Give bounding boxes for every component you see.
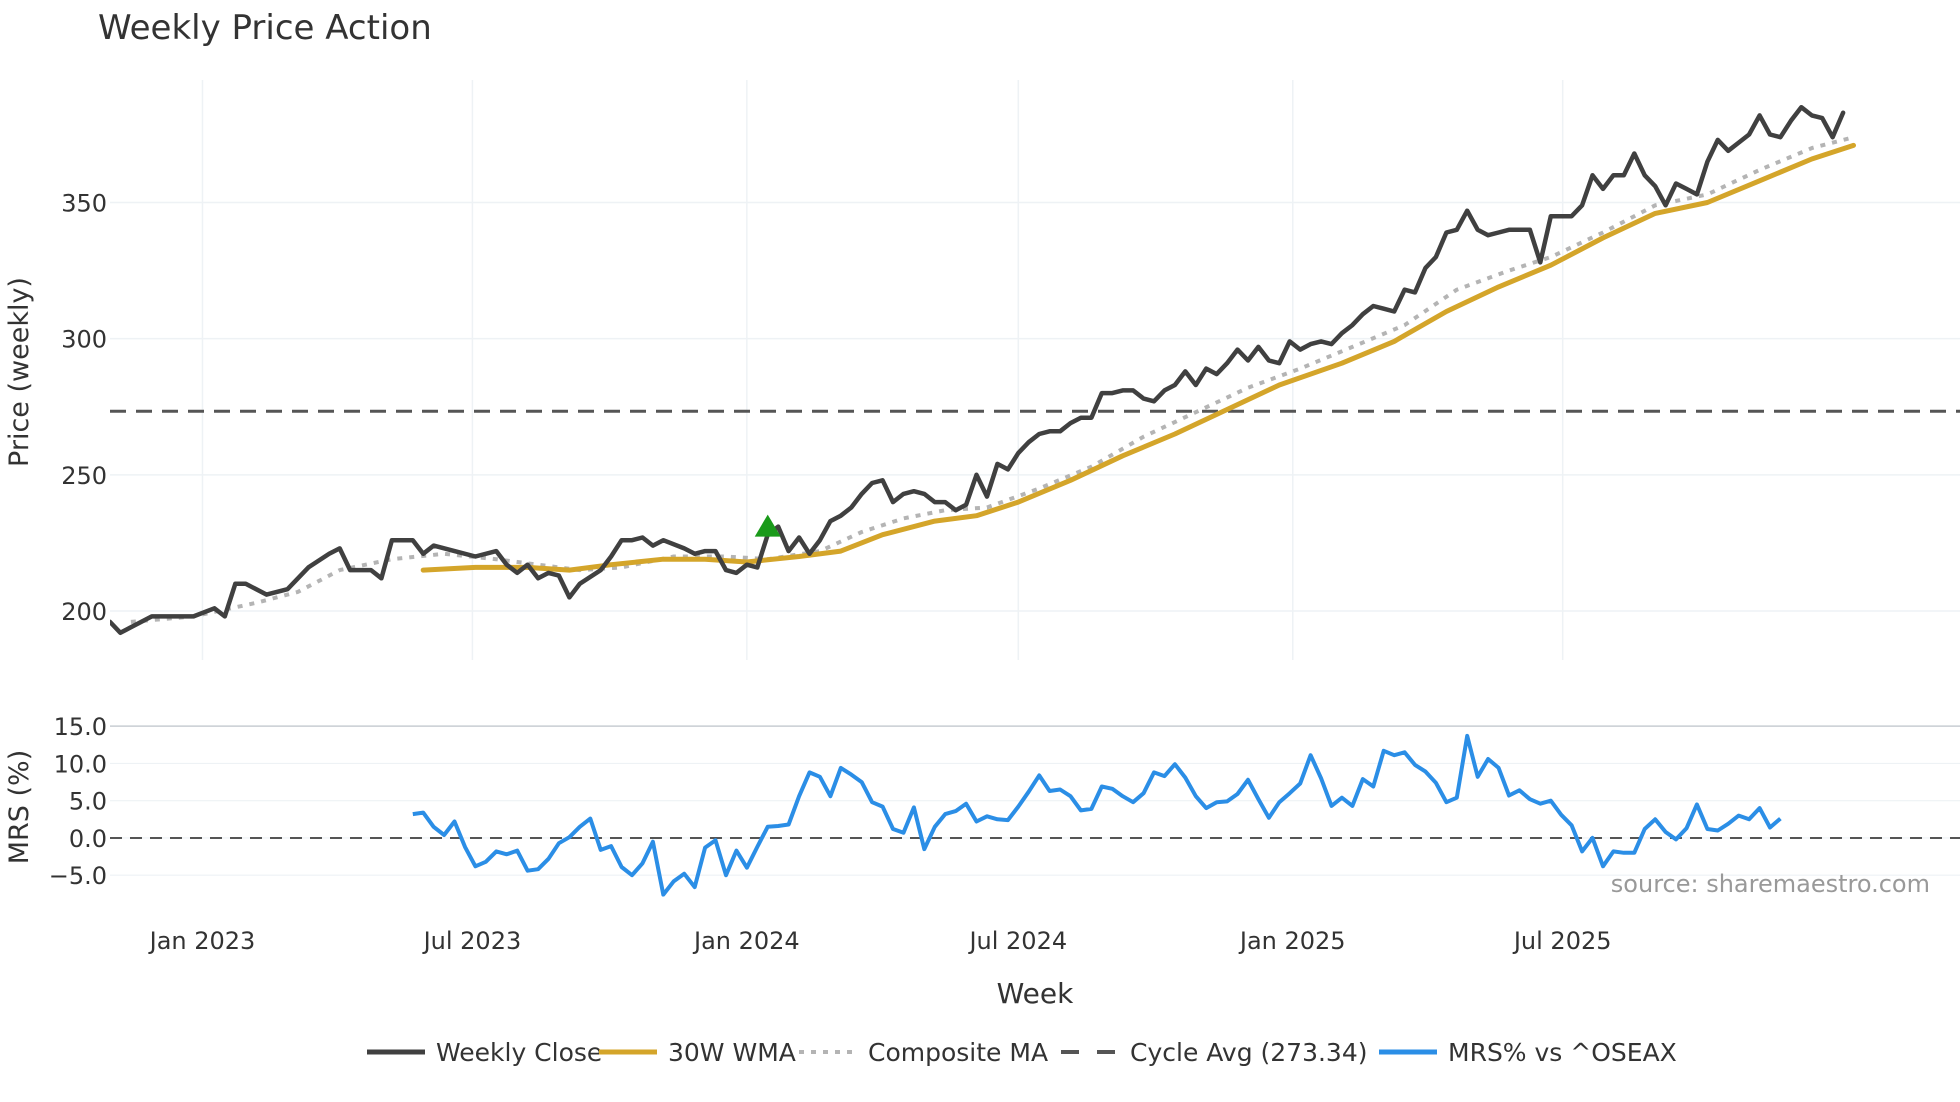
x-tick-label: Jul 2023	[422, 927, 522, 955]
legend: Weekly Close 30W WMA Composite MA Cycle Avg…	[367, 1038, 1677, 1067]
legend-item: 30W WMA	[599, 1038, 796, 1067]
mrs-y-tick-label: −5.0	[49, 862, 107, 890]
chart-title: Weekly Price Action	[98, 8, 432, 48]
x-tick-label: Jan 2024	[692, 927, 800, 955]
price-series-group	[110, 104, 1856, 636]
legend-label: Weekly Close	[436, 1038, 602, 1067]
mrs-y-ticks: 15.0 10.0 5.0 0.0 −5.0	[49, 713, 107, 890]
legend-item: Weekly Close	[367, 1038, 602, 1067]
source-watermark: source: sharemaestro.com	[1611, 870, 1930, 898]
mrs-y-tick-label: 0.0	[69, 825, 107, 853]
price-y-tick-label: 350	[61, 190, 107, 218]
mrs-y-tick-label: 5.0	[69, 788, 107, 816]
mrs-series-group	[412, 733, 1782, 897]
mrs-y-axis-label: MRS (%)	[4, 750, 35, 865]
mrs-y-tick-label: 10.0	[54, 750, 107, 778]
series-line-composite-ma	[130, 135, 1855, 624]
legend-label: MRS% vs ^OSEAX	[1448, 1038, 1677, 1067]
series-line-weekly-close	[110, 104, 1846, 636]
price-y-tick-label: 250	[61, 462, 107, 490]
x-tick-label: Jul 2024	[967, 927, 1067, 955]
legend-item: Cycle Avg (273.34)	[1061, 1038, 1368, 1067]
price-panel-grid	[110, 80, 1960, 660]
price-y-tick-label: 200	[61, 598, 107, 626]
x-tick-label: Jan 2025	[1238, 927, 1346, 955]
x-tick-label: Jul 2025	[1512, 927, 1612, 955]
legend-label: Composite MA	[868, 1038, 1048, 1067]
legend-label: 30W WMA	[668, 1038, 796, 1067]
legend-item: MRS% vs ^OSEAX	[1379, 1038, 1677, 1067]
price-y-axis-label: Price (weekly)	[4, 277, 35, 467]
x-axis-label: Week	[997, 977, 1074, 1010]
mrs-y-tick-label: 15.0	[54, 713, 107, 741]
signal-marker	[754, 514, 781, 537]
price-y-ticks: 200 250 300 350	[61, 190, 107, 626]
series-line-30w-wma	[420, 142, 1856, 573]
series-line-mrs	[412, 733, 1782, 897]
legend-label: Cycle Avg (273.34)	[1130, 1038, 1368, 1067]
x-ticks: Jan 2023 Jul 2023 Jan 2024 Jul 2024 Jan 2025…	[148, 927, 1612, 955]
x-tick-label: Jan 2023	[148, 927, 256, 955]
price-y-tick-label: 300	[61, 326, 107, 354]
legend-item: Composite MA	[799, 1038, 1048, 1067]
